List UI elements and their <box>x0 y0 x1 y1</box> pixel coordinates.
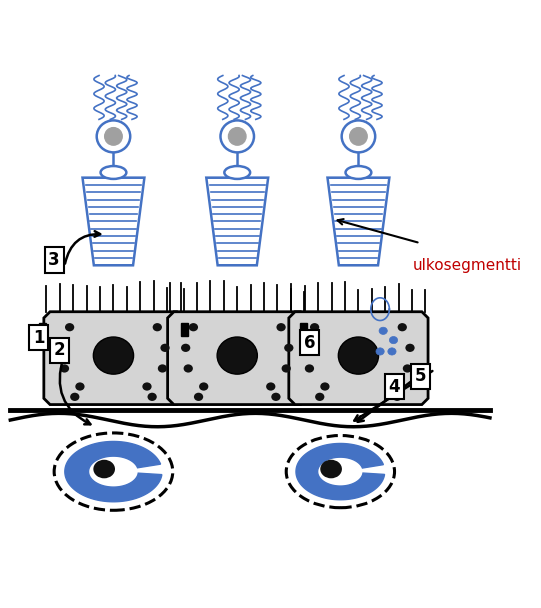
Ellipse shape <box>94 460 115 478</box>
Ellipse shape <box>284 344 293 352</box>
Ellipse shape <box>302 344 312 352</box>
Polygon shape <box>44 312 183 404</box>
Ellipse shape <box>346 166 371 179</box>
Ellipse shape <box>75 382 84 391</box>
Ellipse shape <box>189 323 198 331</box>
Bar <box>181 323 188 336</box>
Ellipse shape <box>181 344 190 352</box>
Ellipse shape <box>349 128 367 145</box>
Ellipse shape <box>148 393 157 401</box>
Ellipse shape <box>225 166 250 179</box>
Ellipse shape <box>158 364 167 373</box>
Ellipse shape <box>320 460 342 478</box>
Ellipse shape <box>305 364 314 373</box>
Ellipse shape <box>281 364 291 373</box>
Ellipse shape <box>54 433 173 510</box>
Ellipse shape <box>94 337 134 374</box>
Ellipse shape <box>194 393 203 401</box>
Ellipse shape <box>286 435 394 508</box>
Ellipse shape <box>221 120 254 153</box>
Ellipse shape <box>142 382 151 391</box>
Ellipse shape <box>320 382 329 391</box>
Text: 6: 6 <box>304 334 315 351</box>
Bar <box>39 323 47 336</box>
Ellipse shape <box>70 393 80 401</box>
Ellipse shape <box>105 128 122 145</box>
Ellipse shape <box>388 348 396 355</box>
Ellipse shape <box>199 382 208 391</box>
Text: 1: 1 <box>33 328 44 347</box>
Polygon shape <box>65 441 162 502</box>
Ellipse shape <box>342 120 375 153</box>
Ellipse shape <box>310 323 319 331</box>
Ellipse shape <box>60 364 69 373</box>
Text: 2: 2 <box>54 342 65 359</box>
Ellipse shape <box>217 337 258 374</box>
Ellipse shape <box>160 344 170 352</box>
Text: 3: 3 <box>48 251 60 269</box>
Polygon shape <box>83 178 144 265</box>
Text: 5: 5 <box>414 367 426 385</box>
Ellipse shape <box>65 323 74 331</box>
Bar <box>300 323 307 336</box>
Ellipse shape <box>228 128 246 145</box>
Ellipse shape <box>271 393 281 401</box>
Ellipse shape <box>390 336 398 344</box>
Ellipse shape <box>57 344 67 352</box>
Ellipse shape <box>276 323 286 331</box>
Ellipse shape <box>153 323 162 331</box>
Ellipse shape <box>266 382 275 391</box>
Text: ulkosegmentti: ulkosegmentti <box>413 258 522 273</box>
Ellipse shape <box>387 382 397 391</box>
Ellipse shape <box>338 337 379 374</box>
Ellipse shape <box>101 166 127 179</box>
Ellipse shape <box>183 364 193 373</box>
Ellipse shape <box>405 344 414 352</box>
Polygon shape <box>327 178 390 265</box>
Polygon shape <box>289 312 428 404</box>
Ellipse shape <box>392 393 402 401</box>
Ellipse shape <box>398 323 407 331</box>
Polygon shape <box>206 178 268 265</box>
Ellipse shape <box>97 120 130 153</box>
Ellipse shape <box>376 348 384 355</box>
Ellipse shape <box>379 327 387 334</box>
Ellipse shape <box>403 364 412 373</box>
Ellipse shape <box>315 393 325 401</box>
Polygon shape <box>296 443 385 500</box>
Text: 4: 4 <box>389 378 400 396</box>
Polygon shape <box>168 312 307 404</box>
